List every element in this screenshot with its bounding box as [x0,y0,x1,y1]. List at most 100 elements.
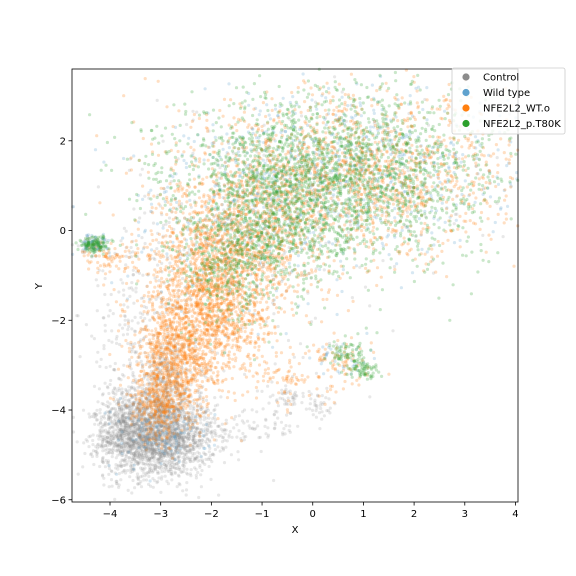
data-point [192,139,196,144]
data-point [129,408,133,412]
data-point [273,426,277,430]
data-point [198,417,203,421]
data-point [381,259,385,263]
data-point [312,230,316,235]
data-point [174,449,178,453]
data-point [161,223,165,227]
data-point [219,434,223,438]
data-point [116,467,120,471]
data-point [260,354,264,358]
data-point [91,438,95,443]
data-point [139,485,144,489]
data-point [108,441,112,446]
data-point [296,424,300,428]
data-point [418,155,422,160]
data-point [129,423,133,428]
data-point [197,452,202,456]
data-point [283,402,287,406]
data-point [299,114,304,118]
data-point [198,438,202,442]
data-point [234,310,238,314]
data-point [158,457,162,461]
data-point [222,461,227,465]
data-point [453,212,457,216]
data-point [276,324,280,329]
data-point [177,425,181,429]
data-point [166,452,170,456]
data-point [144,419,148,423]
data-point [346,230,351,234]
data-point [95,418,99,422]
data-point [149,188,153,192]
data-point [207,450,211,454]
data-point [197,495,201,500]
data-point [155,275,159,279]
data-point [134,459,138,463]
data-point [142,467,146,472]
data-point [99,429,103,433]
data-point [196,450,200,454]
data-point [199,454,203,458]
data-point [253,308,257,312]
data-point [137,453,142,457]
data-point [165,255,169,259]
data-point [105,440,109,444]
data-point [138,435,142,439]
data-point [181,463,185,467]
data-point [153,479,157,483]
data-point [102,476,106,480]
data-point [137,446,141,450]
data-point [181,444,185,448]
data-point [132,467,136,471]
data-point [90,454,94,459]
data-point [148,421,152,425]
data-point [156,435,160,439]
data-point [452,241,457,245]
data-point [157,461,161,465]
data-point [131,431,135,435]
data-point [116,463,120,467]
data-point [388,181,393,185]
data-point [112,368,116,372]
data-point [129,245,133,250]
data-point [335,278,339,282]
data-point [115,482,119,486]
data-point [179,435,184,439]
data-point [148,479,152,483]
data-point [155,425,159,429]
data-point [120,428,124,432]
data-point [124,453,128,457]
data-point [150,414,154,418]
data-point [136,423,140,427]
data-point [304,407,308,411]
data-point [136,475,141,479]
data-point [96,284,100,288]
data-point [174,415,178,419]
data-point [141,455,145,459]
data-point [135,472,140,476]
data-point [122,303,126,307]
data-point [183,428,187,432]
data-point [150,452,154,456]
data-point [121,236,125,240]
data-point [119,416,123,420]
data-point [155,437,159,441]
data-point [140,167,144,171]
data-point [140,460,144,464]
series-control [70,75,512,501]
data-point [82,441,86,445]
data-point [186,431,190,435]
data-point [167,459,172,463]
data-point [225,132,229,136]
data-point [273,423,277,427]
data-point [138,482,142,486]
data-point [152,273,156,277]
data-point [134,286,138,290]
data-point [107,448,111,452]
data-point [451,143,456,147]
data-point [91,449,96,453]
data-point [131,273,136,277]
data-point [350,296,354,300]
data-point [214,432,218,436]
data-point [127,358,132,362]
